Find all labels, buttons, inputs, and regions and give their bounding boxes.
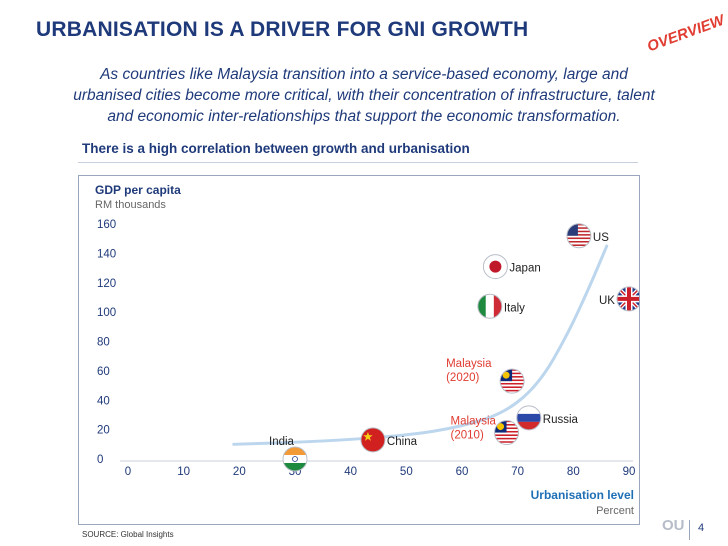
y-tick-label: 100 [97,307,116,319]
y-axis-unit: RM thousands [95,199,166,211]
data-label: (2010) [451,430,484,442]
russia-flag [516,405,542,431]
y-tick-label: 140 [97,248,116,260]
x-tick-label: 50 [400,466,413,478]
data-label: Malaysia [451,416,497,428]
subtitle-line: and economic inter-relationships that su… [107,108,621,125]
data-label: US [593,232,609,244]
malaysia-flag [499,368,525,394]
data-label: China [387,436,418,448]
heading-divider [78,162,638,163]
data-label: Malaysia [446,358,492,370]
y-tick-label: 120 [97,278,116,290]
y-axis-title: GDP per capita [95,183,181,197]
data-point: Russia [516,405,579,431]
trend-curve [232,244,609,446]
data-point: India [269,436,308,472]
data-label: India [269,436,295,448]
china-flag [360,427,386,453]
data-label: (2020) [446,372,479,384]
x-tick-label: 20 [233,466,246,478]
uk-flag [616,286,639,312]
source-note: SOURCE: Global Insights [82,530,174,539]
page-number: 4 [698,522,705,534]
data-point: Italy [477,293,525,319]
footer-divider [689,520,690,540]
overview-badge: OVERVIEW [632,0,728,56]
chart-frame: 0 20 40 60 80 100 120 140 160 0 10 20 30 40 50 60 70 80 90… [78,175,640,525]
y-tick-label: 60 [97,366,110,378]
data-point: China [360,427,418,453]
malaysia-flag [494,420,520,446]
data-label: Russia [543,414,579,426]
x-tick-label: 0 [125,466,131,478]
y-tick-label: 0 [97,454,103,466]
y-tick-label: 80 [97,337,110,349]
subtitle: As countries like Malaysia transition in… [0,64,728,127]
y-tick-label: 20 [97,425,110,437]
company-logo: OU [662,517,685,534]
data-point: Japan [482,254,541,280]
x-tick-label: 80 [567,466,580,478]
data-point: US [566,223,609,249]
y-tick-label: 160 [97,219,116,231]
data-point: Malaysia (2020) [446,358,525,394]
data-point: UK [599,286,639,312]
data-label: UK [599,295,615,307]
x-axis-title: Urbanisation level [531,488,634,502]
subtitle-line: urbanised cities become more critical, w… [73,87,655,104]
x-tick-label: 40 [344,466,357,478]
x-tick-label: 70 [511,466,524,478]
italy-flag [477,293,503,319]
x-tick-label: 10 [177,466,190,478]
subtitle-line: As countries like Malaysia transition in… [100,66,628,83]
us-flag [566,223,592,249]
japan-flag [482,254,508,280]
data-label: Japan [509,263,540,275]
x-axis-unit: Percent [596,505,634,517]
chart-heading: There is a high correlation between grow… [82,141,470,156]
data-label: Italy [504,302,525,314]
x-tick-label: 90 [623,466,636,478]
y-tick-label: 40 [97,395,110,407]
x-tick-label: 60 [456,466,469,478]
page-title: URBANISATION IS A DRIVER FOR GNI GROWTH [36,18,529,41]
data-point: Malaysia (2010) [451,416,520,446]
india-flag [282,446,308,472]
